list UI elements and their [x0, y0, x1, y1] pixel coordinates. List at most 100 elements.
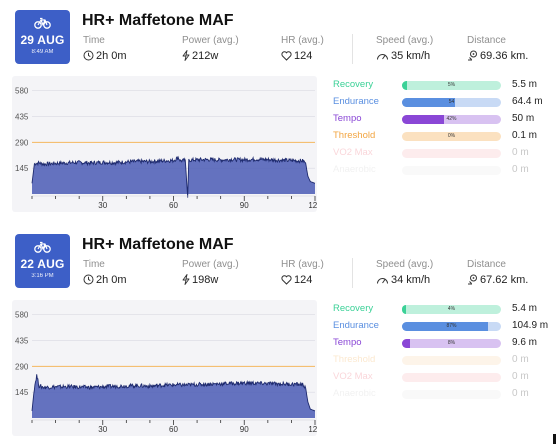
x-tick-label: 30 [98, 201, 107, 210]
activity-card[interactable]: 29 AUG 8:49 AM HR+ Maffetone MAF Time 2h… [0, 0, 559, 218]
zone-distance: 5.5 m [512, 79, 538, 90]
x-tick-label: 120 [308, 425, 317, 434]
x-tick-label: 90 [240, 425, 249, 434]
x-tick-label: 60 [169, 425, 178, 434]
zone-bar: 4% [402, 305, 501, 314]
speedometer-icon [377, 54, 388, 60]
x-tick-label: 60 [169, 201, 178, 210]
zone-name: Anaerobic [333, 164, 376, 175]
zone-distance: 0 m [512, 354, 529, 365]
zone-distance: 104.9 m [512, 320, 549, 331]
hr-value: 124 [281, 274, 312, 286]
zone-distance: 0.1 m [512, 130, 538, 141]
hr-label: HR (avg.) [281, 35, 324, 46]
zone-row-vo2max: VO2 Max 0 m [333, 147, 559, 159]
zone-distance: 0 m [512, 147, 529, 158]
speed-value: 34 km/h [376, 274, 430, 286]
zone-bar: 54 [402, 98, 501, 107]
zone-percent: 0% [447, 133, 456, 139]
zone-name: Anaerobic [333, 388, 376, 399]
zone-row-tempo: Tempo 8% 9.6 m [333, 337, 559, 349]
zone-row-tempo: Tempo 42% 50 m [333, 113, 559, 125]
bicycle-icon [34, 17, 51, 29]
distance-label: Distance [467, 35, 506, 46]
hr-area [32, 374, 315, 418]
y-tick-label: 435 [15, 113, 29, 122]
heart-rate-chart[interactable]: 580 435 290 145 30 60 90 120 [12, 76, 317, 212]
y-tick-label: 580 [15, 311, 29, 320]
activity-title[interactable]: HR+ Maffetone MAF [82, 12, 234, 29]
chart-canvas: 580 435 290 145 30 60 90 120 [15, 311, 317, 434]
clock-icon [83, 274, 94, 285]
zone-distance: 9.6 m [512, 337, 538, 348]
hr-line [31, 374, 316, 412]
zone-bar [402, 356, 501, 365]
route-icon [468, 50, 477, 61]
zone-name: Endurance [333, 320, 379, 331]
distance-value: 69.36 km. [467, 50, 528, 62]
duration-value: 2h 0m [83, 274, 127, 286]
y-tick-label: 290 [15, 362, 29, 371]
zone-name: VO2 Max [333, 147, 373, 158]
speed-value: 35 km/h [376, 50, 430, 62]
zone-distance: 0 m [512, 388, 529, 399]
zone-row-vo2max: VO2 Max 0 m [333, 371, 559, 383]
hr-label: HR (avg.) [281, 259, 324, 270]
heart-rate-chart[interactable]: 580 435 290 145 30 60 90 120 [12, 300, 317, 436]
zone-bar: 42% [402, 115, 501, 124]
speed-label: Speed (avg.) [376, 35, 434, 46]
zone-row-anaerobic: Anaerobic 0 m [333, 388, 559, 400]
zone-row-threshold: Threshold 0 m [333, 354, 559, 366]
power-value: 212w [182, 50, 218, 62]
time-label: Time [83, 35, 105, 46]
hr-area [32, 156, 315, 198]
zone-row-anaerobic: Anaerobic 0 m [333, 164, 559, 176]
zone-bar-fill [402, 98, 456, 107]
zone-percent: 8% [447, 340, 456, 346]
zone-distance: 64.4 m [512, 96, 543, 107]
x-tick-label: 30 [98, 425, 107, 434]
activity-card[interactable]: 22 AUG 3:16 PM HR+ Maffetone MAF Time 2h… [0, 226, 559, 444]
zone-row-recovery: Recovery 5% 5.5 m [333, 79, 559, 91]
activity-date: 29 AUG [20, 33, 65, 47]
activity-date: 22 AUG [20, 257, 65, 271]
zone-bar: 0% [402, 132, 501, 141]
date-badge: 29 AUG 8:49 AM [15, 10, 70, 64]
zone-bar-fill [402, 81, 407, 90]
heart-icon [281, 275, 292, 285]
activity-title[interactable]: HR+ Maffetone MAF [82, 236, 234, 253]
speed-label: Speed (avg.) [376, 259, 434, 270]
zone-row-endurance: Endurance 54 64.4 m [333, 96, 559, 108]
y-tick-label: 290 [15, 138, 29, 147]
zone-distance: 0 m [512, 371, 529, 382]
bolt-icon [182, 50, 190, 61]
zone-bar: 8% [402, 339, 501, 348]
scrollbar-edge[interactable] [553, 434, 556, 444]
zone-name: VO2 Max [333, 371, 373, 382]
bicycle-icon [34, 241, 51, 253]
clock-icon [83, 50, 94, 61]
zone-row-endurance: Endurance 87% 104.9 m [333, 320, 559, 332]
power-label: Power (avg.) [182, 259, 239, 270]
heart-icon [281, 51, 292, 61]
y-tick-label: 435 [15, 337, 29, 346]
zone-name: Recovery [333, 303, 374, 314]
zone-name: Endurance [333, 96, 379, 107]
zone-bar: 87% [402, 322, 501, 331]
y-tick-label: 580 [15, 87, 29, 96]
zone-bar-fill [402, 322, 489, 331]
route-icon [468, 274, 477, 285]
zone-distance: 5.4 m [512, 303, 538, 314]
zone-bar-fill [402, 339, 410, 348]
zone-name: Threshold [333, 130, 376, 141]
zone-bar [402, 390, 501, 399]
zone-distance: 50 m [512, 113, 535, 124]
y-tick-label: 145 [15, 388, 29, 397]
zone-name: Recovery [333, 79, 374, 90]
time-label: Time [83, 259, 105, 270]
zone-percent: 42% [446, 116, 457, 122]
zone-row-threshold: Threshold 0% 0.1 m [333, 130, 559, 142]
distance-label: Distance [467, 259, 506, 270]
zone-bar-fill [402, 305, 406, 314]
stats-divider [352, 34, 353, 64]
